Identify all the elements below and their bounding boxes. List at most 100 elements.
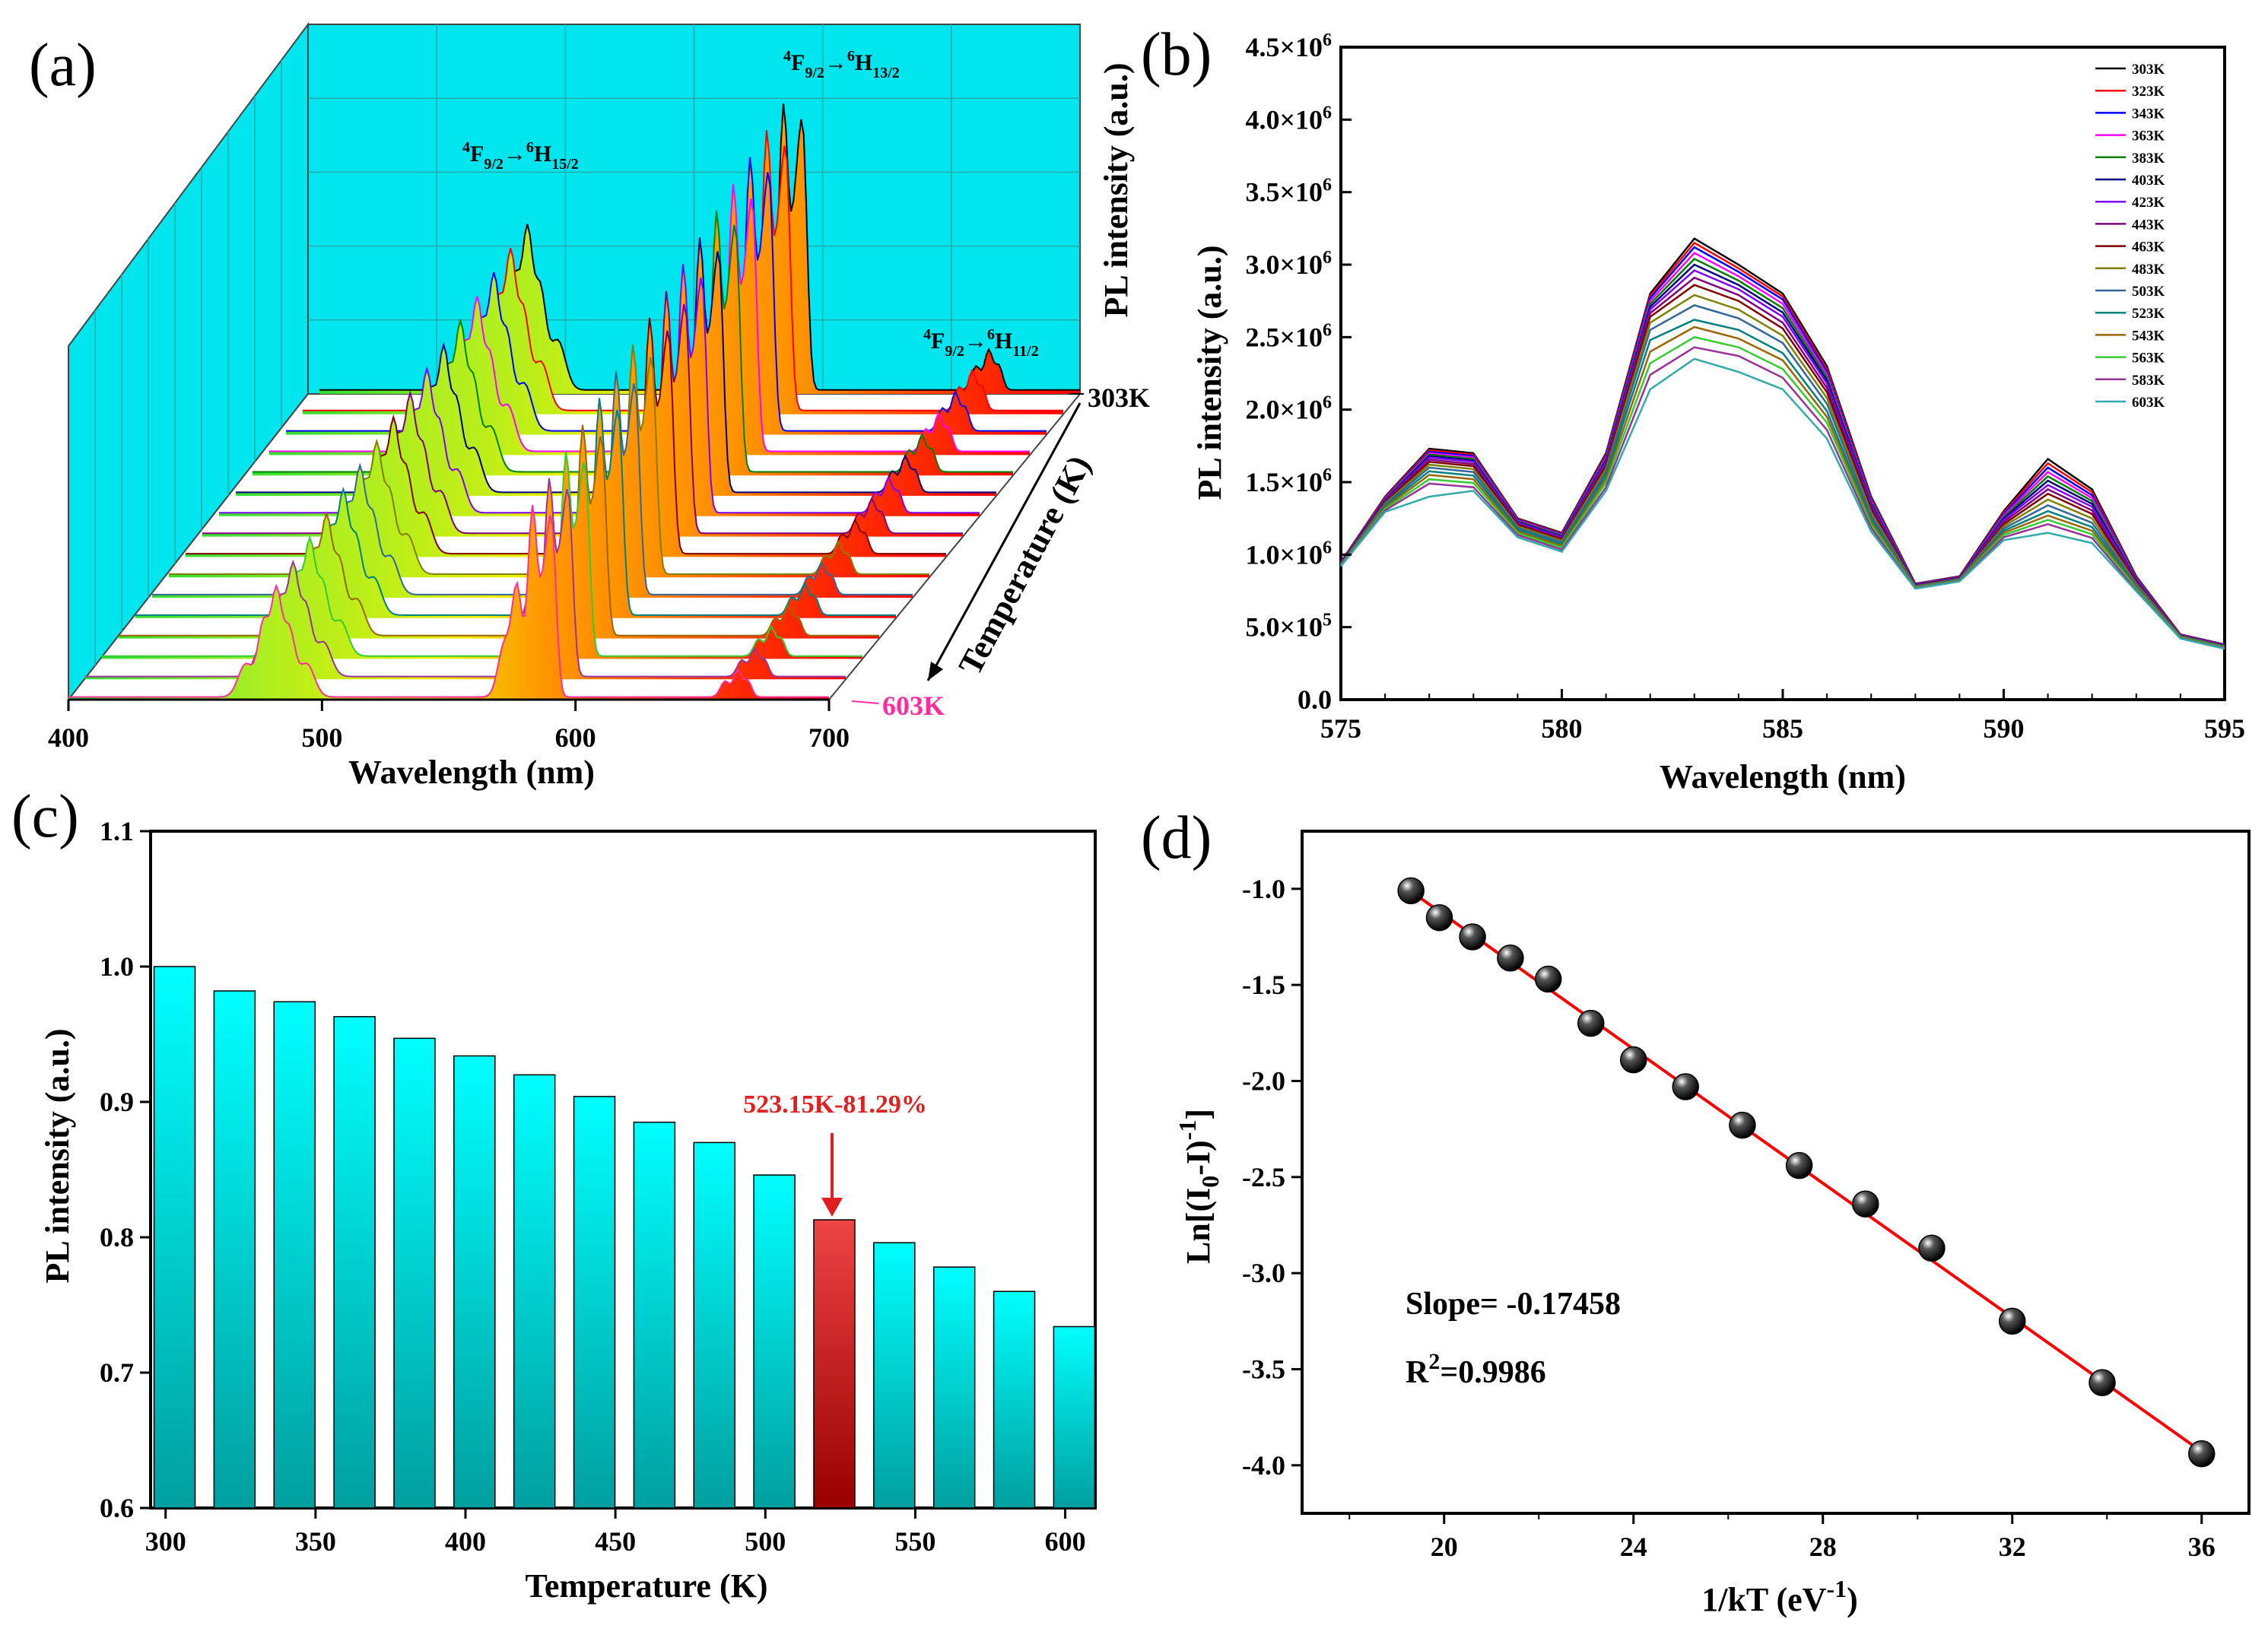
d-slope-text: Slope= -0.17458 bbox=[1406, 1287, 1621, 1322]
b-x-title: Wavelength (nm) bbox=[1660, 758, 1906, 795]
b-legend-label-423K: 423K bbox=[2132, 195, 2165, 211]
panel-c: (c) 300 350 400 450 500 550 600 0.6 0.7 0.8 0.9 1.… bbox=[11, 783, 1097, 1605]
c-y-tick-label: 0.9 bbox=[100, 1087, 134, 1117]
b-x-ticks: 575 580 585 590 595 bbox=[1320, 689, 2245, 744]
d-y-title: Ln[(I0-I)-1] bbox=[1174, 1109, 1224, 1264]
transition-13-2: 4F9/2→6H13/2 bbox=[783, 48, 900, 81]
d-point bbox=[1577, 1009, 1605, 1037]
b-plot-frame bbox=[1339, 46, 2226, 701]
spectrum-line-563K bbox=[102, 451, 862, 657]
b-legend-label-563K: 563K bbox=[2132, 351, 2165, 367]
d-point bbox=[1852, 1190, 1879, 1218]
b-y-tick-label: 3.0×106 bbox=[1245, 248, 1332, 280]
panel-a: (a) 400 500 600 700 Wavelength (nm) Tempera… bbox=[29, 21, 1150, 791]
d-y-tick-label: -2.5 bbox=[1242, 1162, 1285, 1192]
panel-d: (d) 20 24 28 32 36 -1.0-1.5-2.0-2.5-3.0-3.5-… bbox=[1141, 805, 2251, 1618]
d-point bbox=[2188, 1440, 2216, 1468]
b-legend-label-603K: 603K bbox=[2132, 395, 2165, 411]
c-bar-543K bbox=[873, 1242, 916, 1509]
d-point bbox=[1999, 1307, 2026, 1335]
c-bar-423K bbox=[513, 1074, 556, 1509]
b-y-tick-label: 2.5×106 bbox=[1245, 320, 1332, 352]
d-x-tick-label: 24 bbox=[1620, 1532, 1647, 1562]
b-series-lines bbox=[1339, 237, 2225, 650]
b-legend-label-583K: 583K bbox=[2132, 373, 2165, 389]
d-r2-text: R2=0.9986 bbox=[1406, 1349, 1546, 1390]
c-bar-563K bbox=[932, 1266, 976, 1509]
d-y-tick-label: -1.0 bbox=[1242, 874, 1285, 904]
waterfall-spectra bbox=[68, 103, 1080, 700]
b-series-463K bbox=[1339, 284, 2225, 647]
spectrum-line-583K bbox=[85, 478, 846, 678]
d-y-tick-label: -3.0 bbox=[1242, 1258, 1285, 1288]
a-x-tick-label: 600 bbox=[555, 722, 596, 753]
panel-a-label: (a) bbox=[29, 32, 97, 99]
c-y-tick-label: 1.1 bbox=[100, 816, 134, 846]
d-x-tick-label: 20 bbox=[1431, 1532, 1458, 1562]
b-series-583K bbox=[1340, 346, 2225, 649]
b-x-tick-label: 590 bbox=[1984, 713, 2025, 744]
c-y-title: PL intensity (a.u.) bbox=[39, 1029, 76, 1284]
b-legend-label-443K: 443K bbox=[2132, 217, 2165, 233]
d-x-tick-label: 32 bbox=[1999, 1532, 2026, 1562]
svg-text:4F9/2→6H15/2: 4F9/2→6H15/2 bbox=[462, 139, 579, 173]
wall-grid bbox=[94, 24, 1080, 666]
c-highlight-annotation: 523.15K-81.29% bbox=[743, 1091, 927, 1217]
b-y-tick-label: 0.0 bbox=[1298, 684, 1332, 715]
c-bar-443K bbox=[573, 1096, 616, 1509]
d-point bbox=[1497, 944, 1524, 972]
d-point bbox=[1918, 1234, 1946, 1262]
transition-15-2: 4F9/2→6H15/2 bbox=[462, 139, 579, 173]
c-bar-383K bbox=[393, 1037, 436, 1509]
b-series-603K bbox=[1340, 357, 2225, 650]
c-annotation-text: 523.15K-81.29% bbox=[743, 1091, 927, 1119]
d-point bbox=[1785, 1151, 1813, 1179]
d-x-tick-label: 36 bbox=[2188, 1532, 2216, 1562]
d-x-ticks: 20 24 28 32 36 bbox=[1348, 1513, 2216, 1562]
c-y-tick-label: 1.0 bbox=[100, 951, 134, 982]
b-legend-label-343K: 343K bbox=[2132, 106, 2165, 122]
b-y-title: PL intensity (a.u.) bbox=[1191, 246, 1228, 500]
c-annotation-arrowhead bbox=[821, 1198, 843, 1217]
d-y-tick-label: -2.0 bbox=[1242, 1065, 1285, 1096]
b-y-tick-label: 4.5×106 bbox=[1245, 30, 1332, 62]
b-legend-label-403K: 403K bbox=[2132, 173, 2165, 189]
c-x-tick-label: 450 bbox=[595, 1526, 636, 1557]
d-x-title: 1/kT (eV-1) bbox=[1701, 1575, 1858, 1618]
b-y-tick-label: 4.0×106 bbox=[1245, 103, 1332, 135]
b-y-tick-label: 5.0×105 bbox=[1245, 611, 1332, 643]
b-series-423K bbox=[1339, 269, 2225, 646]
c-bars bbox=[153, 966, 1096, 1509]
a-temp-axis bbox=[926, 402, 1082, 681]
d-point bbox=[1425, 903, 1453, 932]
c-bar-343K bbox=[273, 1001, 316, 1509]
c-bar-583K bbox=[993, 1291, 1036, 1509]
panel-b: (b) 575 580 585 590 595 0.0 5.0×105 1.0×106 1.5… bbox=[1141, 21, 2245, 795]
b-series-503K bbox=[1339, 304, 2225, 648]
d-y-tick-label: -1.5 bbox=[1242, 970, 1285, 1000]
b-y-tick-label: 1.0×106 bbox=[1245, 538, 1332, 570]
c-y-tick-label: 0.7 bbox=[100, 1357, 134, 1388]
d-point bbox=[1534, 965, 1562, 993]
panel-b-label: (b) bbox=[1141, 21, 1212, 88]
b-legend-label-383K: 383K bbox=[2132, 151, 2165, 167]
b-x-tick-label: 595 bbox=[2204, 713, 2245, 744]
b-y-ticks: 0.0 5.0×105 1.0×106 1.5×106 2.0×106 2.5×106 3.… bbox=[1245, 30, 1352, 715]
b-x-tick-label: 580 bbox=[1542, 713, 1583, 744]
b-series-483K bbox=[1339, 294, 2225, 648]
a-x-tick-label: 700 bbox=[808, 722, 850, 753]
c-bar-463K bbox=[633, 1121, 676, 1509]
svg-text:4F9/2→6H11/2: 4F9/2→6H11/2 bbox=[923, 326, 1039, 360]
spectrum-line-603K bbox=[68, 505, 829, 698]
c-bar-303K bbox=[153, 966, 196, 1509]
b-legend-label-363K: 363K bbox=[2132, 129, 2165, 144]
b-x-tick-label: 585 bbox=[1762, 713, 1803, 744]
a-z-title: PL intensity (a.u.) bbox=[1097, 63, 1135, 318]
c-x-tick-label: 550 bbox=[894, 1526, 935, 1557]
c-y-ticks: 0.6 0.7 0.8 0.9 1.0 1.1 bbox=[100, 816, 151, 1523]
a-x-tick-label: 400 bbox=[48, 722, 89, 753]
c-bar-503K bbox=[753, 1174, 796, 1509]
d-point bbox=[1620, 1046, 1647, 1074]
a-x-title: Wavelength (nm) bbox=[348, 754, 595, 791]
